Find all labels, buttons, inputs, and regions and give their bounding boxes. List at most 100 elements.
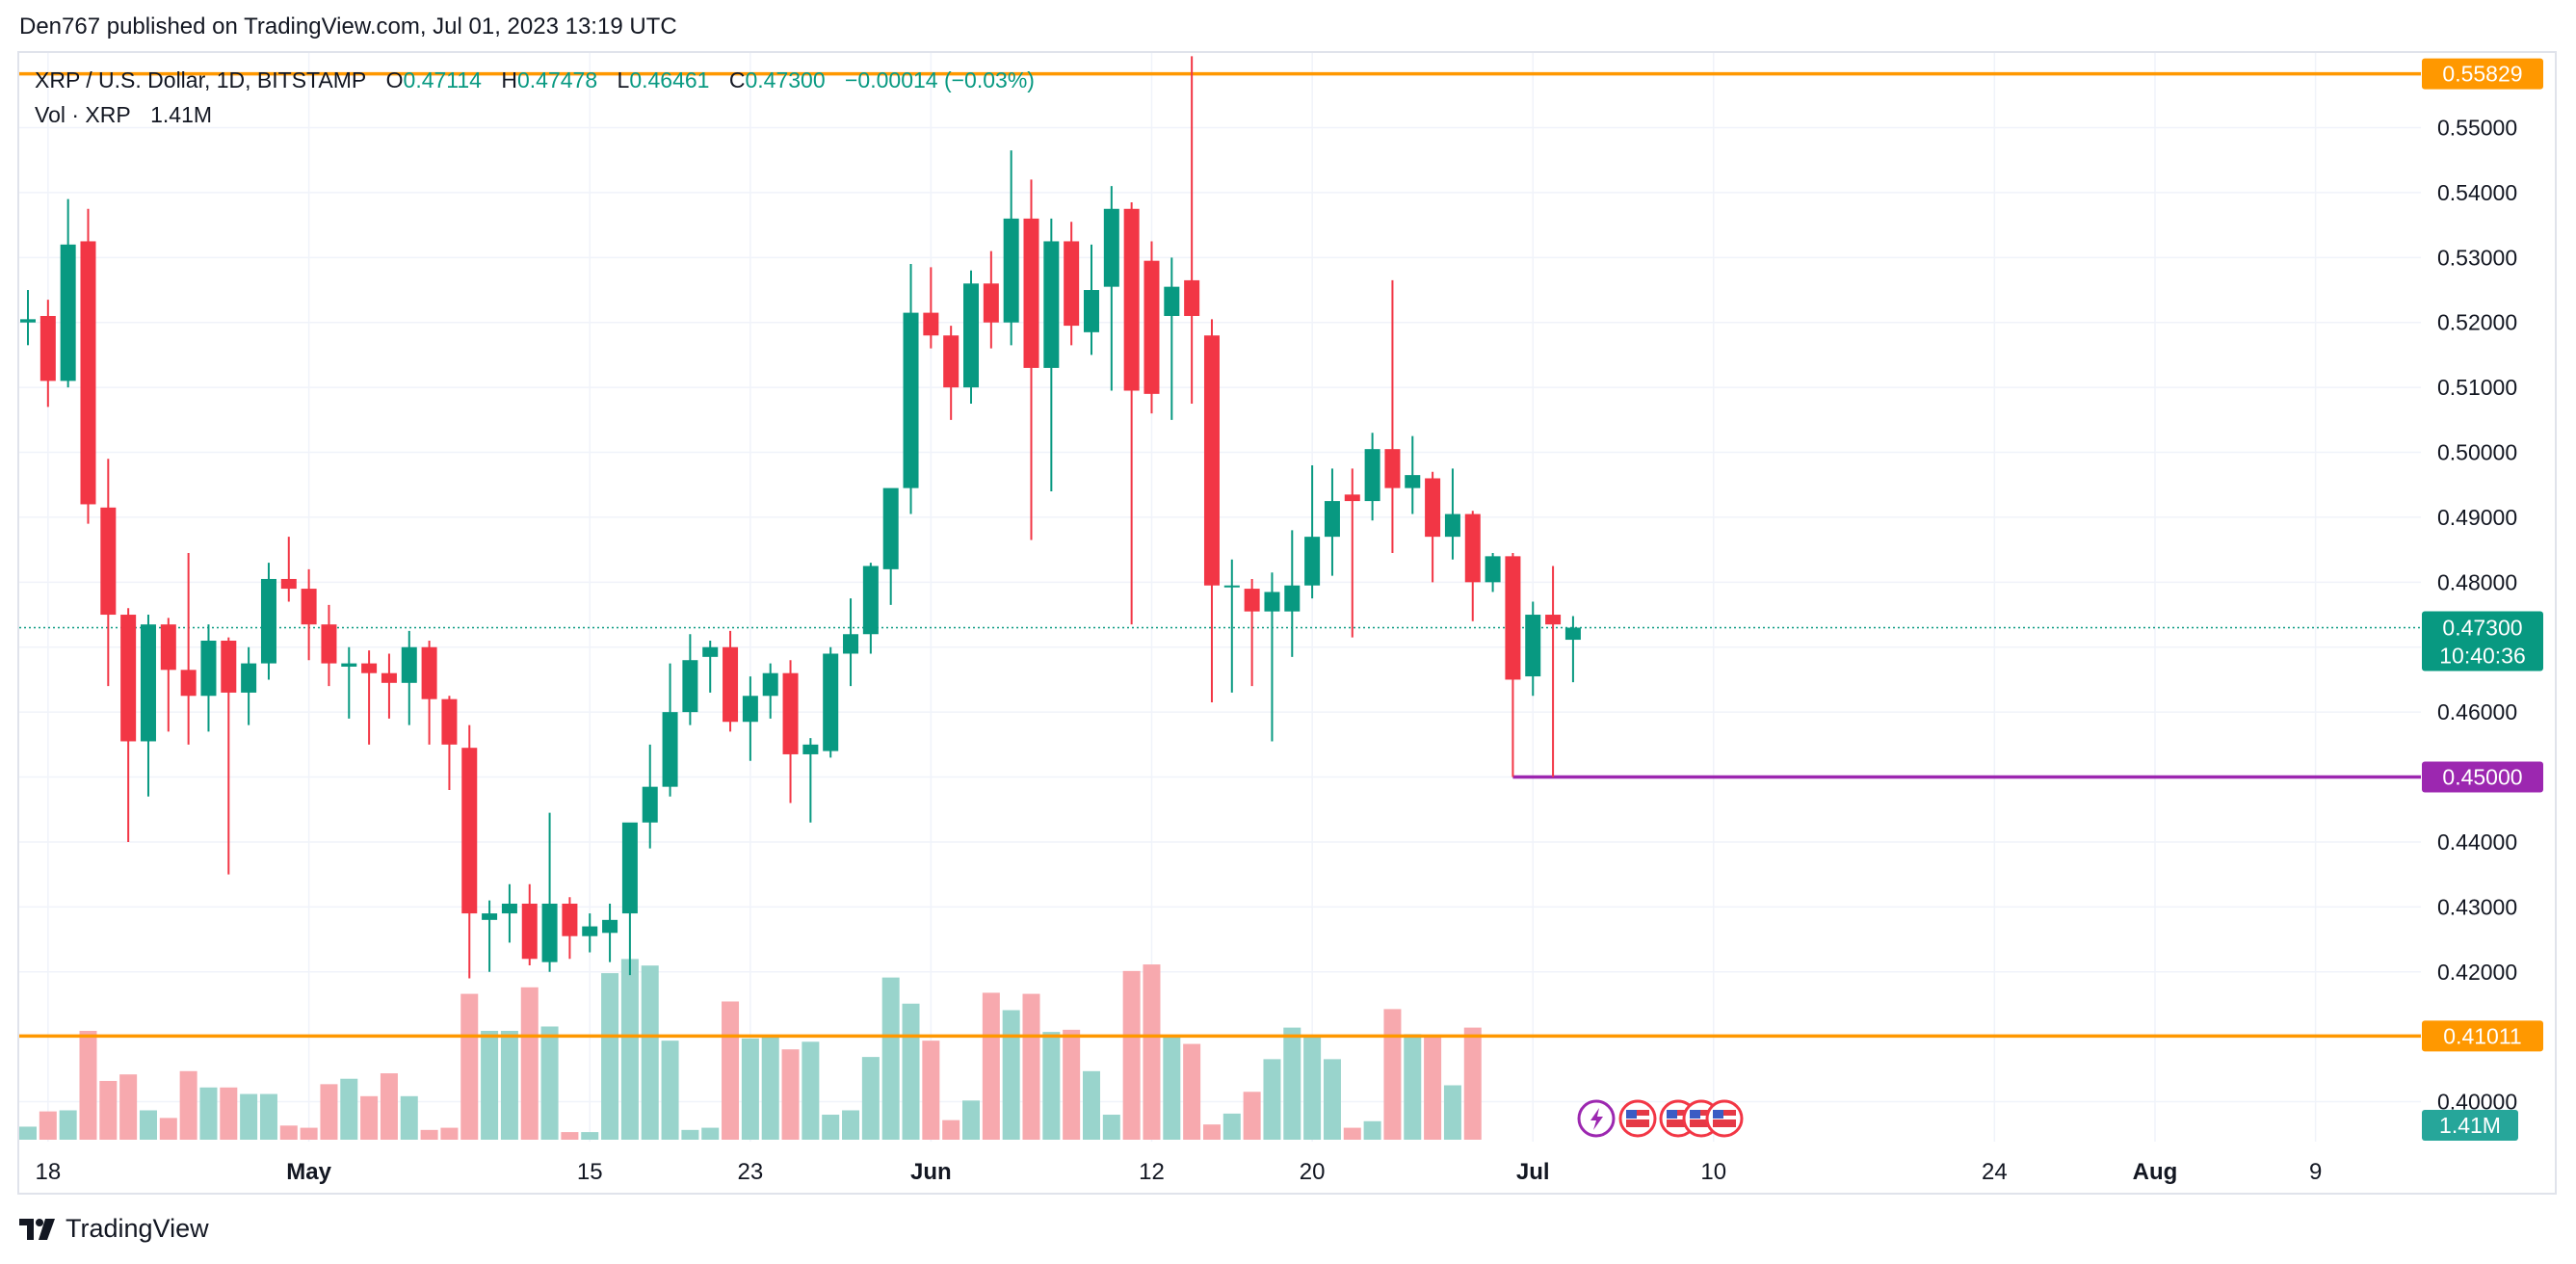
candle-body[interactable] xyxy=(80,241,96,505)
candle-body[interactable] xyxy=(361,663,378,673)
candle-body[interactable] xyxy=(943,335,959,388)
candle-body[interactable] xyxy=(1425,478,1441,538)
candle-body[interactable] xyxy=(461,748,478,914)
candle-body[interactable] xyxy=(120,615,137,742)
candle-body[interactable] xyxy=(762,672,778,697)
candle-body[interactable] xyxy=(1384,449,1401,488)
tradingview-logo-icon[interactable] xyxy=(19,1218,56,1240)
candle-body[interactable] xyxy=(1464,514,1481,583)
candle-body[interactable] xyxy=(221,640,237,693)
candle-body[interactable] xyxy=(723,646,739,723)
candle-body[interactable] xyxy=(280,578,297,590)
candle-body[interactable] xyxy=(1485,556,1501,583)
resistance-badge[interactable] xyxy=(2422,58,2543,90)
candle-body[interactable] xyxy=(441,698,458,745)
support-badge[interactable] xyxy=(2422,1020,2543,1052)
candle-body[interactable] xyxy=(963,283,980,388)
low-level-badge[interactable] xyxy=(2422,761,2543,793)
candle-body[interactable] xyxy=(682,660,698,713)
candle-body[interactable] xyxy=(1344,494,1360,502)
candle-body[interactable] xyxy=(602,919,618,934)
candle-body[interactable] xyxy=(20,319,36,323)
candle-body[interactable] xyxy=(200,640,217,697)
candle-body[interactable] xyxy=(802,744,819,754)
candle-body[interactable] xyxy=(260,578,276,664)
volume-bar xyxy=(39,1111,57,1140)
volume-badge[interactable] xyxy=(2422,1110,2518,1141)
candle-body[interactable] xyxy=(381,672,397,683)
volume-bar xyxy=(701,1127,720,1140)
candle-body[interactable] xyxy=(1103,208,1119,287)
candle-body[interactable] xyxy=(1223,585,1240,588)
candle-body[interactable] xyxy=(1203,335,1220,586)
candle-body[interactable] xyxy=(1364,449,1380,502)
x-tick-label: 9 xyxy=(2309,1159,2322,1185)
candle-body[interactable] xyxy=(923,312,939,336)
candle-body[interactable] xyxy=(642,786,658,823)
flag-canton xyxy=(1626,1110,1637,1119)
candle-body[interactable] xyxy=(501,903,517,914)
candle-body[interactable] xyxy=(1143,260,1160,394)
flag-stripe-white xyxy=(1667,1116,1690,1119)
candle-body[interactable] xyxy=(903,312,919,488)
candle-body[interactable] xyxy=(1304,537,1321,586)
candle-body[interactable] xyxy=(1164,286,1180,316)
candle-body[interactable] xyxy=(983,283,999,323)
candle-body[interactable] xyxy=(823,653,839,751)
resistance-badge-text: 0.55829 xyxy=(2442,62,2522,87)
candle-body[interactable] xyxy=(882,487,899,569)
candle-body[interactable] xyxy=(521,903,538,960)
candle-body[interactable] xyxy=(662,712,678,787)
candle-body[interactable] xyxy=(621,822,638,914)
candle-body[interactable] xyxy=(421,646,437,699)
candle-body[interactable] xyxy=(1564,627,1581,641)
candle-body[interactable] xyxy=(140,624,156,742)
candle-body[interactable] xyxy=(1184,279,1200,316)
candle-body[interactable] xyxy=(1525,615,1541,677)
candle-body[interactable] xyxy=(1083,290,1099,332)
candle-body[interactable] xyxy=(1244,589,1260,612)
volume-bar xyxy=(1363,1120,1381,1140)
symbol-title[interactable]: XRP / U.S. Dollar, 1D, BITSTAMP xyxy=(35,67,367,92)
candle-body[interactable] xyxy=(160,624,176,671)
candle-body[interactable] xyxy=(702,646,719,657)
candle-body[interactable] xyxy=(541,903,558,962)
volume-label[interactable]: Vol · XRP xyxy=(35,102,131,127)
x-tick-label: 18 xyxy=(35,1159,61,1185)
candle-body[interactable] xyxy=(321,624,337,664)
candle-body[interactable] xyxy=(482,913,498,920)
candle-body[interactable] xyxy=(180,670,197,697)
candle-body[interactable] xyxy=(1324,501,1340,538)
candle-body[interactable] xyxy=(1444,514,1460,538)
last-price-badge[interactable] xyxy=(2422,611,2543,672)
candle-body[interactable] xyxy=(1043,241,1060,368)
candle-body[interactable] xyxy=(1123,208,1140,391)
footer-brand[interactable]: TradingView xyxy=(66,1214,209,1243)
volume-bar xyxy=(1063,1029,1081,1140)
candle-body[interactable] xyxy=(562,903,578,936)
candle-body[interactable] xyxy=(1023,218,1039,368)
candle-body[interactable] xyxy=(60,244,76,382)
change-value: −0.00014 (−0.03%) xyxy=(845,67,1035,92)
volume-bar xyxy=(300,1127,318,1140)
candle-body[interactable] xyxy=(1505,556,1521,680)
candle-body[interactable] xyxy=(241,663,257,693)
candle-body[interactable] xyxy=(1264,592,1280,612)
candle-body[interactable] xyxy=(100,507,117,616)
candle-body[interactable] xyxy=(582,926,598,936)
candle-body[interactable] xyxy=(1003,218,1019,323)
volume-bar xyxy=(1122,970,1141,1140)
candle-body[interactable] xyxy=(401,646,417,683)
candle-body[interactable] xyxy=(862,566,879,635)
candle-body[interactable] xyxy=(843,634,859,654)
candle-body[interactable] xyxy=(1545,615,1562,625)
candle-body[interactable] xyxy=(1405,475,1421,488)
candle-body[interactable] xyxy=(39,315,56,382)
candle-body[interactable] xyxy=(301,589,317,625)
candle-body[interactable] xyxy=(341,663,357,667)
candle-body[interactable] xyxy=(782,672,799,754)
candle-body[interactable] xyxy=(1064,241,1080,327)
candle-body[interactable] xyxy=(1284,585,1301,612)
candle-body[interactable] xyxy=(742,696,758,723)
